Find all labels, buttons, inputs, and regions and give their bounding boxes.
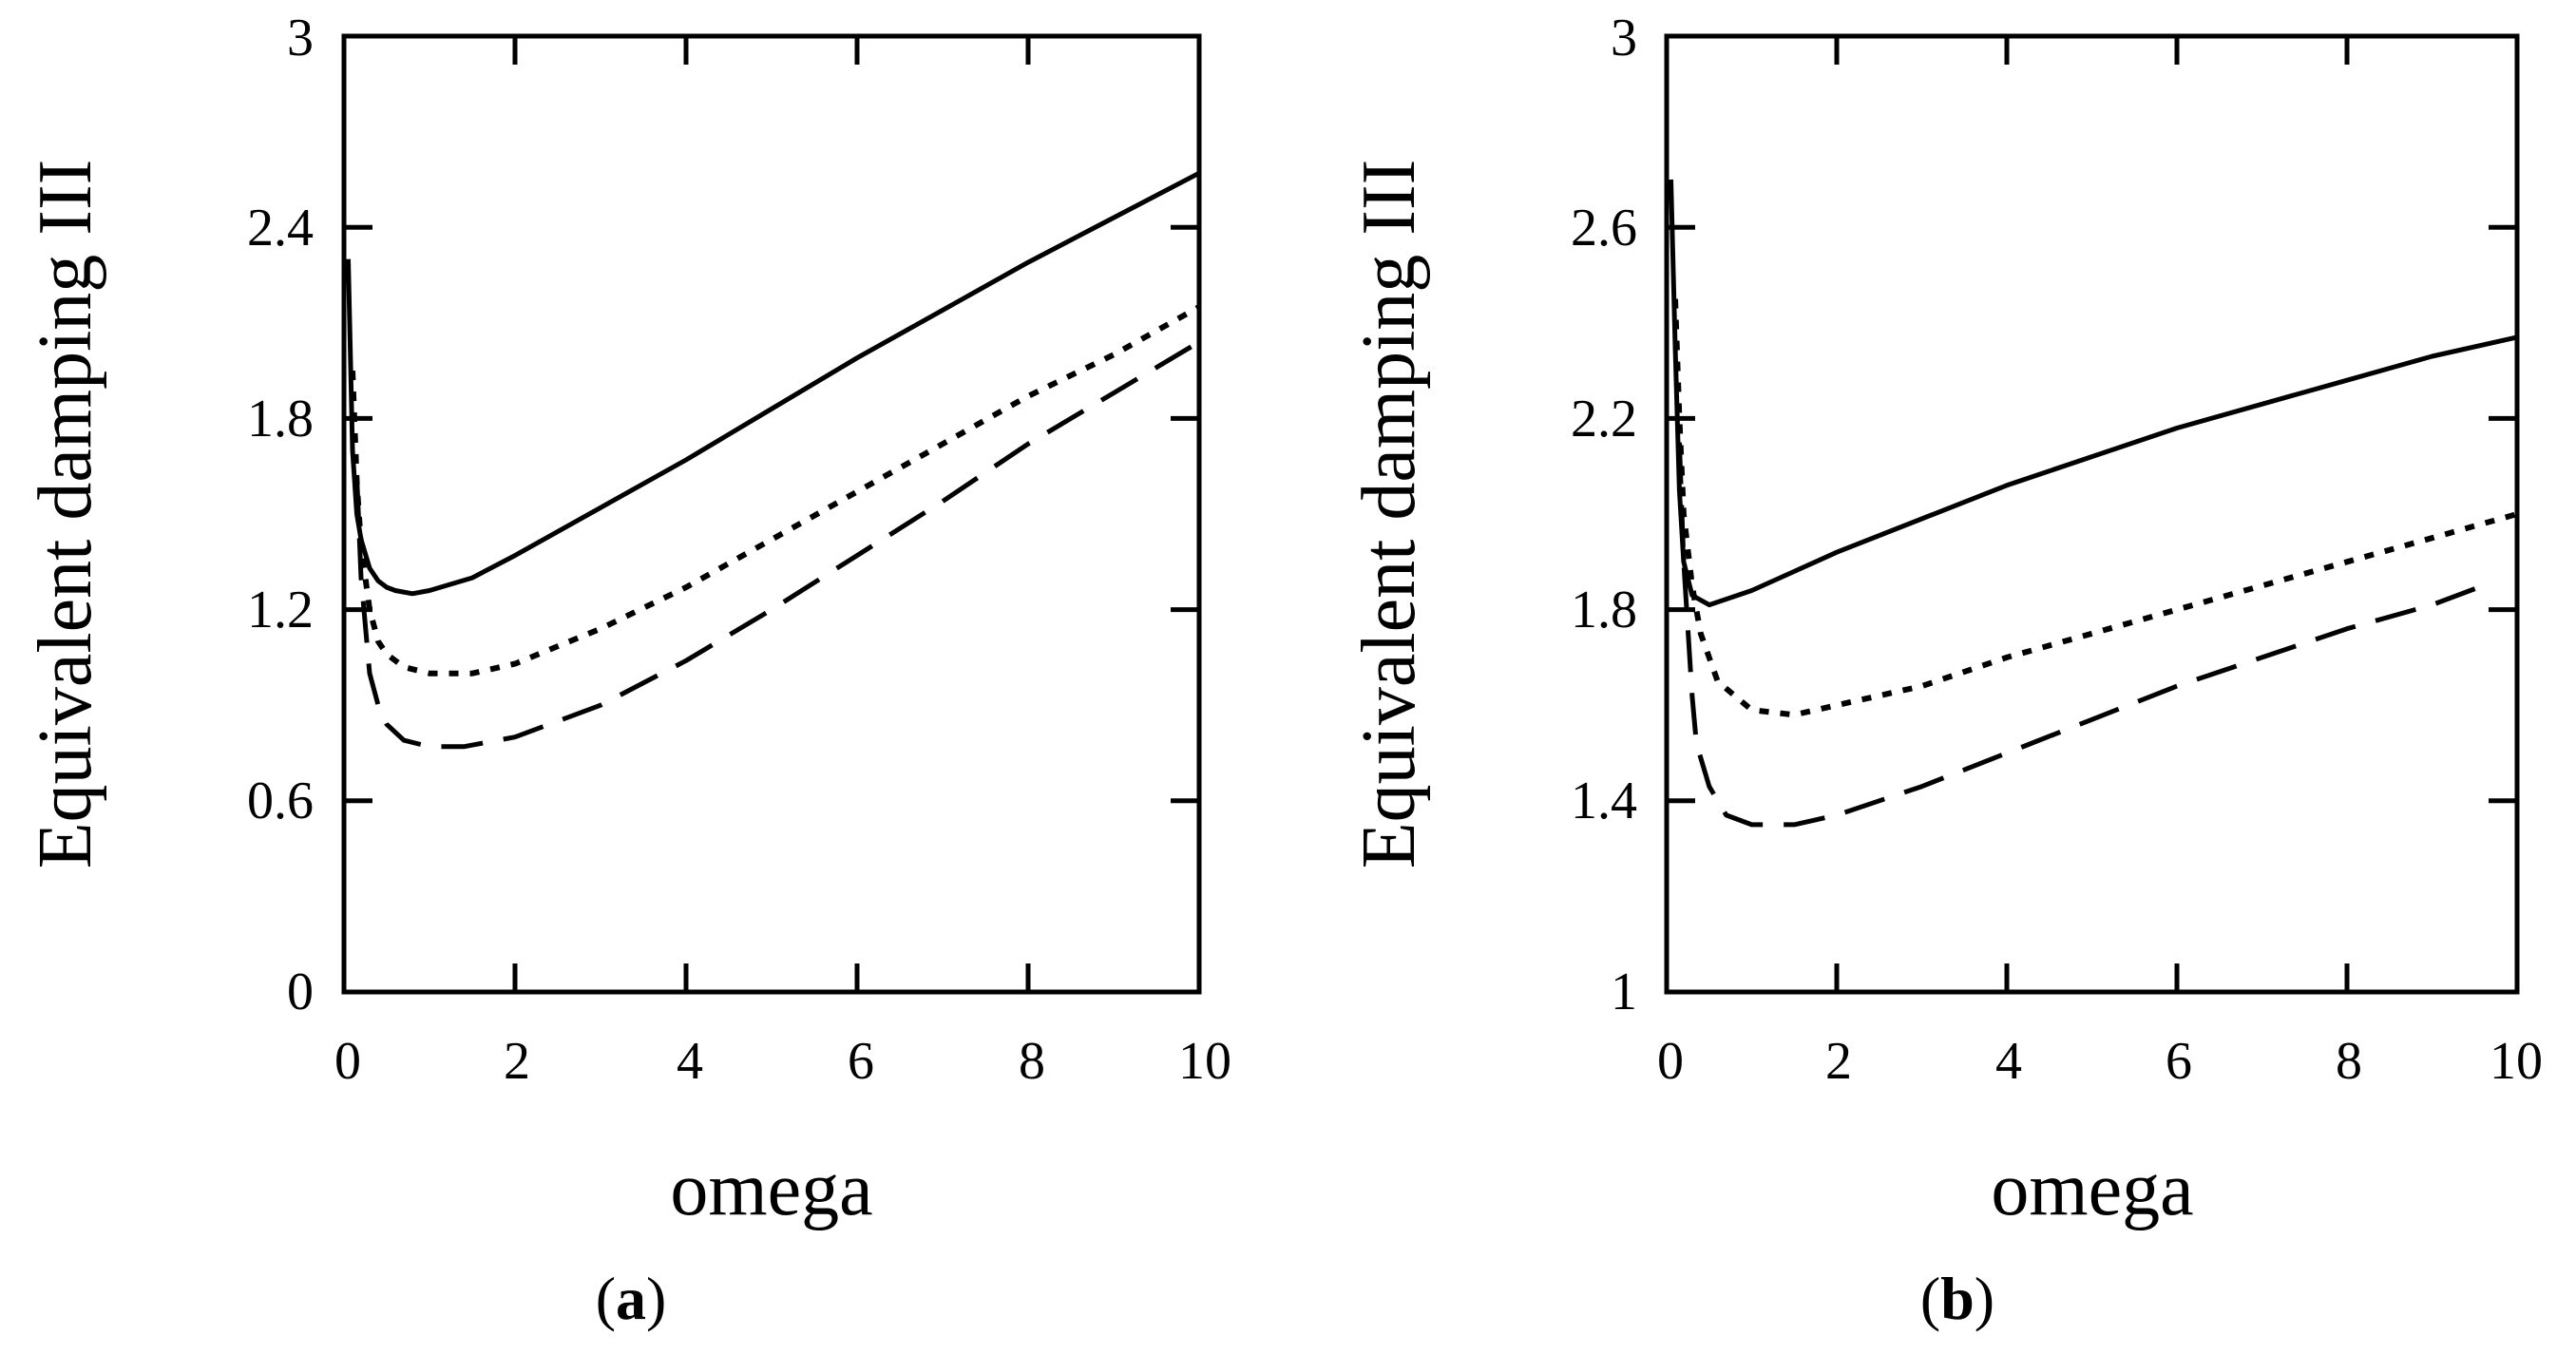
panel-b-series-group [1669, 179, 2518, 828]
panel-b-y-tick-label-2.2: 2.2 [1571, 390, 1637, 448]
panel-a-caption: (a) [596, 1265, 667, 1332]
panel-b-y-tick-label-1.4: 1.4 [1571, 772, 1637, 830]
panel-b-y-ticks [1667, 33, 2517, 995]
panel-b-x-tick-label-6: 6 [2166, 1032, 2192, 1091]
panel-a-caption-letter: a [616, 1265, 646, 1332]
panel-a-y-tick-label-1.8: 1.8 [247, 390, 314, 448]
panel-a-x-tick-label-8: 8 [1019, 1032, 1045, 1091]
panel-b-x-tick-label-8: 8 [2336, 1032, 2362, 1091]
panel-a-y-tick-label-2.4: 2.4 [247, 199, 314, 257]
panel-b-x-tick-label-10: 10 [2490, 1032, 2543, 1091]
panel-b-series-dashed-line [1676, 442, 2485, 828]
panel-b: 0 2 4 6 8 10 1 1.4 1.8 2.2 2.6 3 omega E… [1347, 9, 2543, 1332]
panel-a-x-tick-label-4: 4 [677, 1032, 703, 1091]
panel-b-y-tick-label-2.6: 2.6 [1571, 199, 1637, 257]
panel-a-x-tick-label-0: 0 [334, 1032, 361, 1091]
panel-b-caption-letter: b [1940, 1265, 1975, 1332]
panel-a-x-tick-label-10: 10 [1178, 1032, 1231, 1091]
panel-a-x-tick-label-2: 2 [504, 1032, 530, 1091]
panel-a-plot-frame [341, 33, 1202, 995]
panel-a-x-tick-label-6: 6 [848, 1032, 874, 1091]
panel-b-y-tick-label-1: 1 [1611, 963, 1637, 1021]
panel-b-x-ticks [1664, 36, 2520, 992]
panel-b-x-tick-label-0: 0 [1657, 1032, 1684, 1091]
panel-a-y-tick-label-0: 0 [287, 963, 314, 1021]
panel-a-y-tick-label-0.6: 0.6 [247, 772, 314, 830]
panel-b-caption-open: ( [1920, 1265, 1940, 1332]
panel-a-caption-open: ( [596, 1265, 616, 1332]
panel-a-y-tick-label-1.2: 1.2 [247, 581, 314, 639]
panel-b-x-tick-label-2: 2 [1825, 1032, 1852, 1091]
panel-b-y-axis-title: Equivalent damping III [1347, 160, 1431, 868]
panel-a-series-dotted-line [350, 304, 1201, 677]
panel-b-y-tick-label-3: 3 [1611, 9, 1637, 67]
panel-a-x-axis-title: omega [670, 1148, 872, 1231]
panel-b-plot-frame [1664, 33, 2520, 995]
panel-a-y-ticks [344, 33, 1199, 995]
panel-b-series-solid-line [1669, 179, 2518, 608]
panel-a-y-axis-title: Equivalent damping III [24, 160, 107, 868]
panel-b-caption: (b) [1920, 1265, 1994, 1332]
panel-a-series-group [346, 170, 1201, 750]
panel-a-caption-close: ) [646, 1265, 666, 1332]
panel-a-y-tick-label-3: 3 [287, 9, 314, 67]
panel-b-y-tick-label-1.8: 1.8 [1571, 581, 1637, 639]
panel-a-series-solid-line [346, 170, 1201, 597]
panel-a: 0 2 4 6 8 10 0 0.6 1.2 1.8 2.4 3 omega E… [24, 9, 1231, 1332]
panel-b-series-dotted-line [1672, 298, 2518, 718]
panel-b-x-axis-title: omega [1991, 1148, 2193, 1231]
panel-a-series-dashed-line [354, 339, 1201, 750]
panel-b-caption-close: ) [1975, 1265, 1994, 1332]
panel-a-x-ticks [341, 36, 1202, 992]
panel-b-x-tick-label-4: 4 [1995, 1032, 2022, 1091]
